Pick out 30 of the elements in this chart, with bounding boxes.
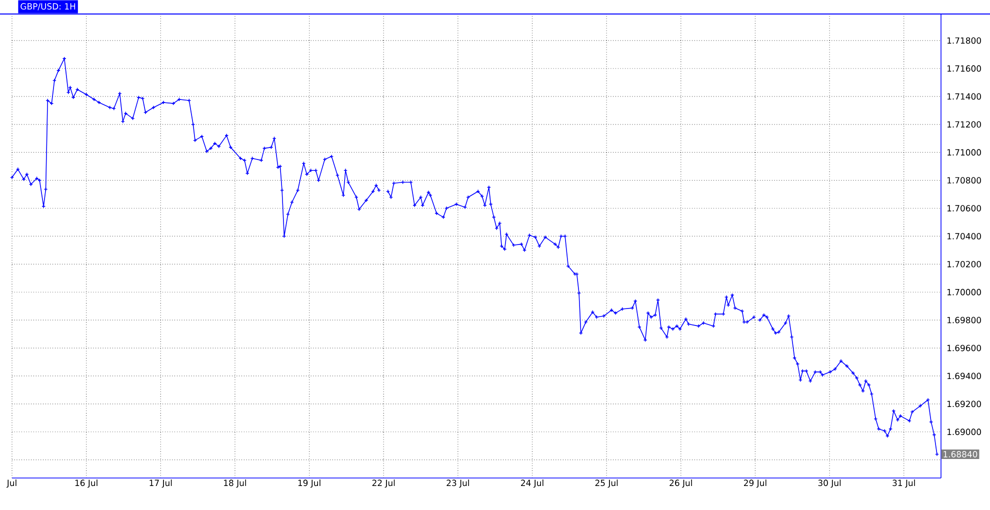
- y-tick-label: 1.71200: [947, 121, 981, 128]
- y-tick-label: 1.71800: [947, 37, 981, 44]
- y-tick-label: 1.71000: [947, 149, 981, 156]
- y-tick-label: 1.71600: [947, 65, 981, 72]
- x-tick-label: 25 Jul: [595, 480, 618, 488]
- x-tick-label: 24 Jul: [521, 480, 544, 488]
- y-tick-label: 1.70400: [947, 233, 981, 240]
- y-tick-label: 1.70600: [947, 205, 981, 212]
- x-tick-label: 17 Jul: [150, 480, 172, 488]
- y-tick-label: 1.69000: [947, 428, 981, 436]
- y-tick-label: 1.70000: [947, 288, 981, 296]
- chart-title: GBP/USD: 1H: [20, 3, 76, 10]
- y-tick-label: 1.69400: [947, 372, 981, 380]
- y-tick-label: 1.71400: [947, 93, 981, 100]
- annotation: 1.68840: [944, 451, 978, 458]
- y-tick-label: 1.69600: [947, 344, 981, 352]
- x-tick-label: 16 Jul: [75, 480, 98, 488]
- y-tick-label: 1.70800: [947, 177, 981, 184]
- x-tick-label: 18 Jul: [224, 480, 246, 488]
- y-tick-label: 1.69200: [947, 400, 981, 408]
- x-tick-label: 26 Jul: [670, 480, 692, 488]
- x-tick-label: Jul: [6, 480, 16, 488]
- x-tick-label: 31 Jul: [892, 480, 915, 488]
- x-tick-label: 29 Jul: [744, 480, 766, 488]
- x-tick-label: 30 Jul: [818, 480, 841, 488]
- x-tick-label: 22 Jul: [372, 480, 395, 488]
- y-tick-label: 1.69800: [947, 316, 981, 324]
- x-tick-label: 19 Jul: [298, 480, 320, 488]
- y-tick-label: 1.70200: [947, 260, 981, 268]
- x-tick-label: 23 Jul: [446, 480, 469, 488]
